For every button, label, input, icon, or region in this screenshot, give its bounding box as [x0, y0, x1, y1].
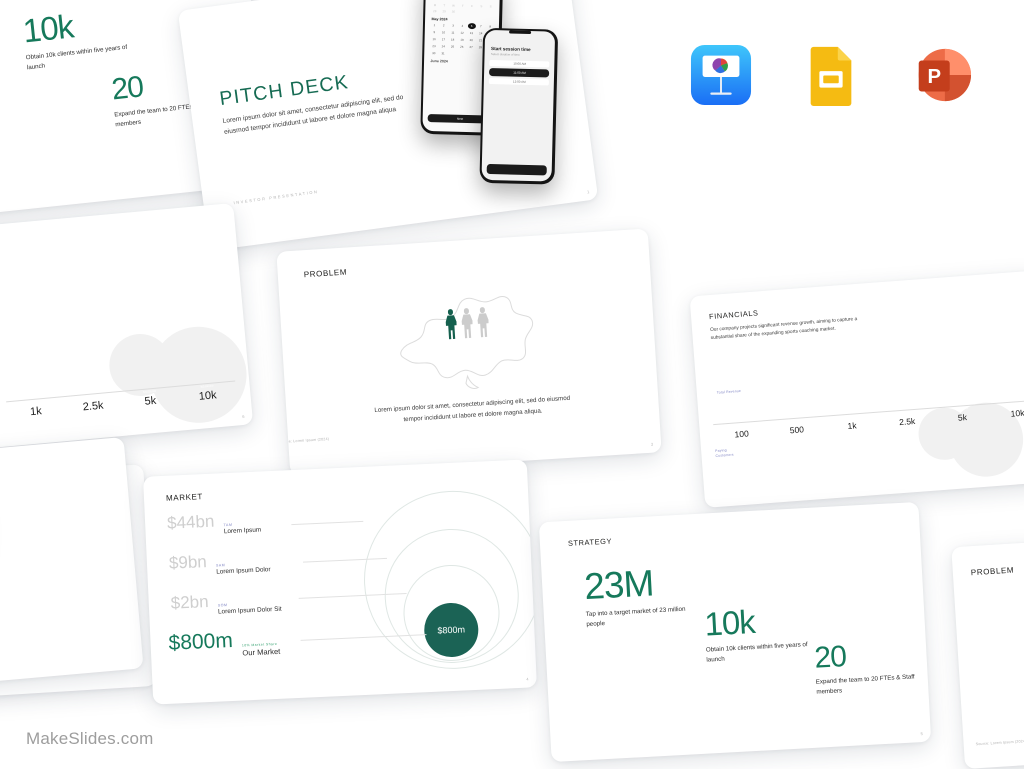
slide-source-note: Source: Lorem Ipsum (2024)	[976, 739, 1024, 746]
market-row-text: SAM Lorem Ipsum Dolor	[216, 561, 271, 575]
x-tick: 1k	[7, 403, 65, 420]
phone-screen: Start session time Select duration of ti…	[482, 30, 556, 182]
slide-title: STRATEGY	[568, 537, 613, 548]
market-row-tam: $44bn TAM Lorem Ipsum	[167, 510, 262, 538]
slide-problem[interactable]: PROBLEM Lorem ipsum dolor sit amet, cons…	[276, 229, 661, 476]
time-subtext: Select duration of time	[491, 52, 549, 57]
phone-notch-icon	[509, 30, 531, 34]
apple-keynote-icon[interactable]	[690, 44, 752, 106]
slide-market[interactable]: MARKET $800m $44bn TAM Lorem Ipsum $9bn …	[143, 459, 537, 704]
time-option-after[interactable]: 12:00 AM	[489, 78, 549, 85]
x-tick: 100	[714, 427, 770, 441]
slide-app-mockups-crop[interactable]: Select start session date Select session…	[0, 437, 144, 691]
slide-page-number: 5	[920, 731, 923, 736]
slide-page-number: 1	[587, 189, 590, 194]
site-watermark: MakeSlides.com	[26, 729, 154, 749]
stat-caption: Tap into a target market of 23 million p…	[586, 604, 693, 629]
time-option-before[interactable]: 10:00 AM	[490, 60, 550, 67]
stat-number: 23M	[583, 560, 691, 608]
stat-number: 20	[814, 636, 922, 676]
slide-title: FINANCIALS	[709, 308, 759, 321]
map-outline-icon	[390, 283, 546, 397]
people-figures-group	[445, 307, 490, 340]
strategy-stat-0: 23M Tap into a target market of 23 milli…	[583, 560, 692, 629]
slide-financials-crop[interactable]: Our company projects significant revenue…	[0, 203, 253, 463]
app-icons-row: P	[690, 44, 972, 106]
strategy-stat-2: 20 Expand the team to 20 FTEs & Staff me…	[814, 636, 923, 697]
market-row-text: SOM Lorem Ipsum Dolor Sit	[218, 601, 282, 616]
market-name: Lorem Ipsum Dolor Sit	[218, 606, 282, 616]
time-option-selected-label: 11:00 AM	[489, 68, 549, 77]
market-row-our-market: $800m 10% Market Share Our Market	[168, 627, 280, 661]
market-name: Our Market	[242, 647, 280, 658]
market-rings-diagram: $800m	[346, 479, 537, 689]
slide-pitch-deck[interactable]: PITCH DECK Lorem ipsum dolor sit amet, c…	[178, 0, 599, 251]
time-option-selected[interactable]: 11:00 AM	[489, 68, 549, 77]
person-figure-muted	[477, 307, 490, 338]
market-name: Lorem Ipsum Dolor	[216, 566, 271, 575]
slide-strategy[interactable]: STRATEGY 23M Tap into a target market of…	[539, 502, 931, 762]
market-value: $2bn	[170, 592, 209, 614]
slide-source-note: Source: Lorem Ipsum (2024)	[278, 437, 329, 444]
slide-page-number: 3	[651, 442, 654, 447]
revenue-bar-chart: $2,500,000 $6,250,000 $12,500,000 $25,00…	[0, 282, 235, 402]
slide-title: PROBLEM	[971, 566, 1015, 578]
stat-caption: Expand the team to 20 FTEs & Staff membe…	[816, 672, 923, 697]
market-value: $800m	[168, 629, 233, 656]
slide-financials[interactable]: FINANCIALS Our company projects signific…	[690, 270, 1024, 508]
slide-title: MARKET	[166, 492, 203, 503]
person-figure-muted	[461, 308, 474, 339]
stat-number: 10k	[704, 600, 816, 644]
x-tick: 500	[769, 423, 825, 437]
market-value: $44bn	[167, 512, 215, 534]
phone-mockup-time-picker[interactable]: Start session time Select duration of ti…	[479, 28, 558, 185]
region-map-illustration	[390, 283, 546, 397]
slide-page-number: 4	[526, 677, 528, 682]
market-row-text: 10% Market Share Our Market	[242, 642, 281, 658]
slide-body-text: Lorem ipsum dolor sit amet, consectetur …	[365, 393, 581, 428]
slide-footer: INVESTOR PRESENTATION	[233, 189, 319, 205]
google-slides-icon[interactable]	[800, 44, 862, 106]
strategy-crop-stat-0: 10k Obtain 10k clients within five years…	[21, 0, 145, 72]
market-row-text: TAM Lorem Ipsum	[223, 522, 261, 536]
market-name: Lorem Ipsum	[224, 527, 262, 536]
x-tick: 2.5k	[64, 398, 122, 415]
svg-text:P: P	[927, 66, 941, 88]
person-figure-highlighted	[445, 309, 458, 340]
slide-problem-crop[interactable]: PROBLEM Source: Lorem Ipsum (2024)	[951, 533, 1024, 769]
microsoft-powerpoint-icon[interactable]: P	[910, 44, 972, 106]
strategy-stat-1: 10k Obtain 10k clients within five years…	[704, 600, 817, 665]
chart-x-axis-label: Paying Customers	[715, 447, 746, 458]
slide-page-number: 6	[242, 414, 245, 419]
leader-line	[291, 521, 363, 525]
market-value: $9bn	[169, 552, 208, 574]
stat-caption: Obtain 10k clients within five years of …	[706, 640, 817, 665]
time-confirm-button[interactable]	[487, 164, 547, 175]
market-row-som: $2bn SOM Lorem Ipsum Dolor Sit	[170, 589, 281, 618]
bubble-label: $800m	[437, 624, 465, 635]
market-row-sam: $9bn SAM Lorem Ipsum Dolor	[169, 549, 271, 578]
slide-title: PROBLEM	[304, 268, 348, 280]
x-tick: 1k	[824, 419, 880, 433]
